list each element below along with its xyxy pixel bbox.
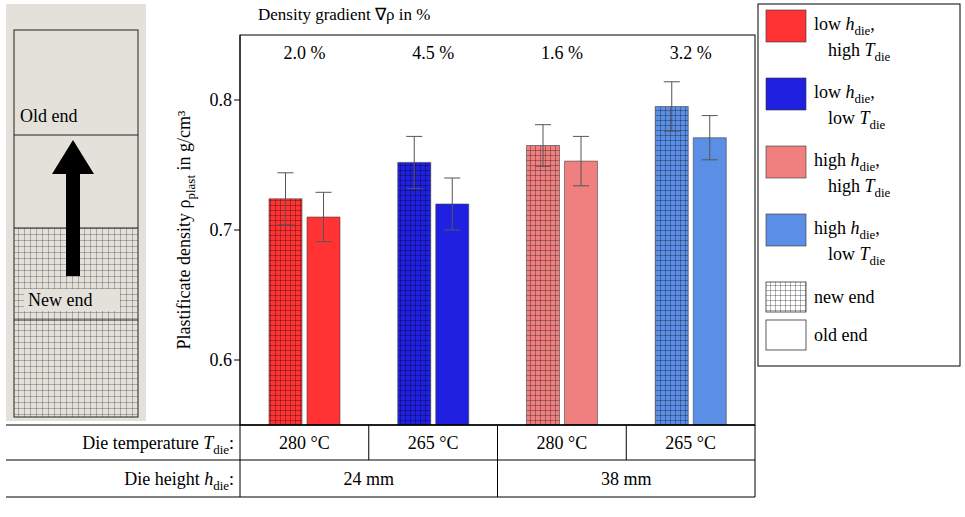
svg-text:1.6 %: 1.6 %: [541, 43, 583, 63]
svg-text:265 °C: 265 °C: [665, 433, 716, 453]
svg-text:3.2 %: 3.2 %: [670, 43, 712, 63]
svg-text:265 °C: 265 °C: [408, 433, 459, 453]
svg-text:low Tdie: low Tdie: [828, 108, 886, 132]
svg-text:low hdie,: low hdie,: [814, 14, 875, 38]
svg-text:Die temperature Tdie:: Die temperature Tdie:: [82, 433, 234, 457]
svg-text:Plastificate density ρplast in: Plastificate density ρplast in g/cm³: [174, 110, 198, 349]
svg-text:Die height hdie:: Die height hdie:: [124, 469, 234, 493]
svg-text:0.6: 0.6: [210, 350, 233, 370]
svg-text:low hdie,: low hdie,: [814, 82, 875, 106]
svg-text:0.8: 0.8: [210, 90, 233, 110]
svg-text:New end: New end: [28, 290, 92, 310]
svg-text:high hdie,: high hdie,: [814, 218, 880, 242]
svg-text:280 °C: 280 °C: [537, 433, 588, 453]
svg-text:24 mm: 24 mm: [343, 469, 394, 489]
svg-text:high Tdie: high Tdie: [828, 40, 891, 64]
svg-text:Old end: Old end: [20, 106, 78, 126]
svg-text:2.0 %: 2.0 %: [283, 43, 325, 63]
svg-text:38 mm: 38 mm: [601, 469, 652, 489]
svg-text:Density gradient ∇ρ in %: Density gradient ∇ρ in %: [258, 5, 430, 24]
svg-text:old end: old end: [814, 325, 868, 345]
svg-text:4.5 %: 4.5 %: [412, 43, 454, 63]
svg-text:low Tdie: low Tdie: [828, 244, 886, 268]
svg-text:new end: new end: [814, 287, 874, 307]
svg-text:280 °C: 280 °C: [279, 433, 330, 453]
svg-text:high Tdie: high Tdie: [828, 176, 891, 200]
svg-text:0.7: 0.7: [210, 220, 233, 240]
svg-text:high hdie,: high hdie,: [814, 150, 880, 174]
